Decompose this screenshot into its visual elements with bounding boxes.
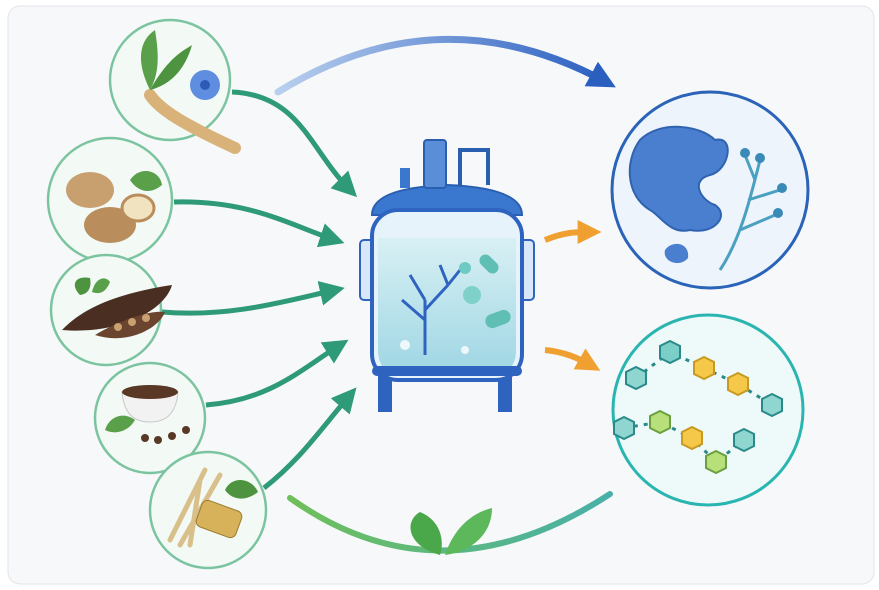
microbe: [459, 262, 471, 274]
sugar-unit: [682, 427, 702, 449]
seed: [114, 323, 122, 331]
bean: [182, 426, 190, 434]
bubble: [400, 340, 410, 350]
bean: [168, 432, 176, 440]
sugar-unit: [626, 367, 646, 389]
page: Illustration {} html, body { margin: 0; …: [0, 0, 879, 590]
sugar-unit: [694, 357, 714, 379]
sugar-unit: [660, 341, 680, 363]
reactor-port: [400, 168, 410, 188]
illustration: [0, 0, 879, 590]
microbe: [463, 286, 481, 304]
tuber: [66, 172, 114, 208]
bubble: [461, 346, 469, 354]
tuber-slice: [122, 195, 154, 221]
seed: [128, 318, 136, 326]
source-circle: [48, 138, 172, 262]
sugar-unit: [734, 429, 754, 451]
reactor-base: [372, 366, 522, 376]
bean: [141, 434, 149, 442]
powder: [122, 385, 178, 399]
spore: [777, 183, 787, 193]
bean: [154, 436, 162, 444]
spore: [740, 148, 750, 158]
sugar-unit: [728, 373, 748, 395]
spore: [773, 208, 783, 218]
sugar-unit: [614, 417, 634, 439]
sugar-unit: [706, 451, 726, 473]
reactor-liquid: [378, 238, 516, 374]
seed: [142, 314, 150, 322]
flower-center: [200, 80, 210, 90]
sugar-unit: [650, 411, 670, 433]
reactor-motor: [424, 140, 446, 188]
page-body: (() => { const data = JSON.parse(documen…: [0, 0, 879, 590]
sugar-unit: [762, 394, 782, 416]
spore: [755, 153, 765, 163]
